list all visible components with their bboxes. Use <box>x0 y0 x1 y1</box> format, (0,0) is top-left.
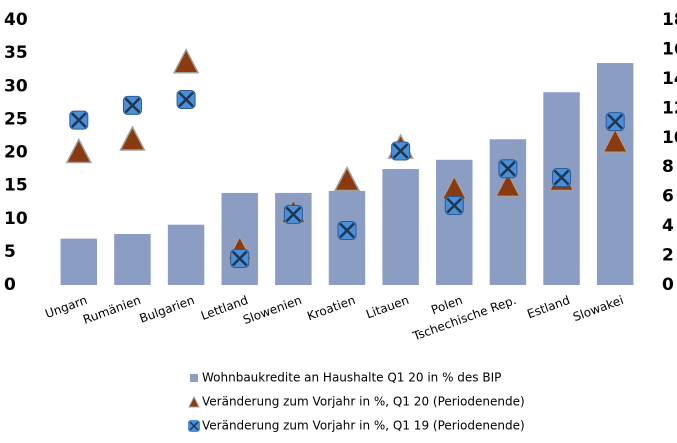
legend-label: Veränderung zum Vorjahr in %, Q1 20 (Per… <box>202 395 525 409</box>
y-tick-label: 15 <box>4 176 28 196</box>
cross-marker-x <box>231 250 248 267</box>
bar <box>382 169 419 285</box>
y2-tick-label: 14 <box>662 69 677 89</box>
cross-marker-x <box>285 206 302 223</box>
y-tick-label: 0 <box>4 275 16 295</box>
cross-marker <box>337 221 357 241</box>
triangle-marker <box>494 171 522 198</box>
bar <box>60 238 98 285</box>
x-tick-label: Slowakei <box>571 293 625 324</box>
cross-marker-x <box>124 97 141 114</box>
y-tick-label: 25 <box>4 109 28 129</box>
x-tick-label: Estland <box>525 293 572 321</box>
legend-swatch <box>188 395 200 408</box>
cross-marker <box>69 110 89 130</box>
bar <box>114 233 151 285</box>
y2-tick-label: 2 <box>662 246 674 266</box>
triangle-marker <box>119 125 146 151</box>
cross-marker <box>283 204 303 224</box>
x-tick-label: Litauen <box>364 293 411 321</box>
bar <box>167 224 205 285</box>
bar <box>596 63 634 285</box>
y-tick-label: 30 <box>4 76 28 96</box>
cross-marker-x <box>607 113 624 130</box>
cross-marker <box>444 196 464 215</box>
cross-marker <box>552 168 572 188</box>
y2-tick-label: 6 <box>662 187 674 207</box>
cross-marker-x <box>70 112 87 128</box>
x-tick-label: Kroatien <box>305 293 357 323</box>
x-tick-label: Tschechische Rep. <box>410 293 518 344</box>
x-tick-label: Rumänien <box>81 293 143 327</box>
y2-tick-label: 12 <box>662 98 677 118</box>
cross-marker <box>391 141 411 161</box>
legend-swatch <box>190 374 198 382</box>
legend-swatch-x <box>189 421 199 431</box>
y2-tick-label: 16 <box>662 39 677 59</box>
cross-marker-x <box>392 143 409 159</box>
y2-tick-label: 10 <box>662 128 677 148</box>
y2-tick-label: 18 <box>662 10 677 30</box>
legend-label: Wohnbaukredite an Haushalte Q1 20 in % d… <box>202 371 501 385</box>
x-tick-label: Bulgarien <box>138 293 197 326</box>
legend-label: Veränderung zum Vorjahr in %, Q1 19 (Per… <box>202 419 525 433</box>
x-tick-label: Slowenien <box>241 293 304 327</box>
cross-marker-x <box>553 169 570 186</box>
triangle-marker <box>172 48 200 74</box>
y2-tick-label: 8 <box>662 157 674 177</box>
y-tick-label: 40 <box>4 10 28 30</box>
y2-tick-label: 0 <box>662 275 674 295</box>
cross-marker <box>605 112 625 132</box>
y-tick-label: 20 <box>4 143 28 163</box>
cross-marker <box>498 159 518 179</box>
y-tick-label: 35 <box>4 43 28 63</box>
cross-marker <box>230 249 250 268</box>
y-tick-label: 5 <box>4 242 16 262</box>
triangle-marker <box>65 137 93 164</box>
y-tick-label: 10 <box>4 209 28 229</box>
triangle-marker <box>333 165 361 192</box>
triangle-marker <box>601 127 629 153</box>
cross-marker-x <box>500 160 516 177</box>
cross-marker-x <box>339 222 355 239</box>
y2-tick-label: 4 <box>662 216 674 236</box>
cross-marker-x <box>446 197 463 214</box>
cross-marker-x <box>178 91 194 108</box>
cross-marker <box>122 95 142 115</box>
cross-marker <box>176 90 196 109</box>
